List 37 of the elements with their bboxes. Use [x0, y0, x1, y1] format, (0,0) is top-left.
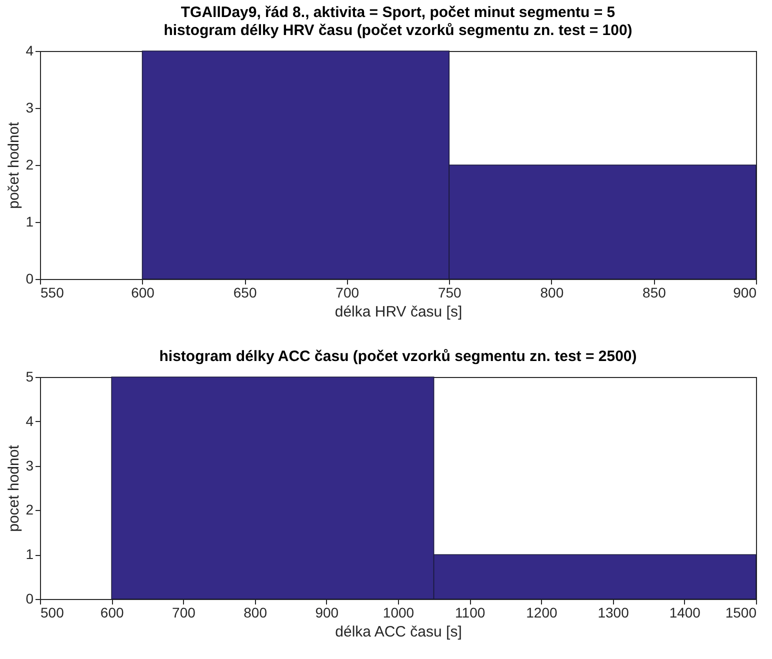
x-tick-label: 1200: [526, 604, 558, 620]
x-tick-label: 1300: [598, 604, 630, 620]
y-tick-label: 2: [26, 156, 34, 172]
x-tick-label: 550: [40, 284, 64, 300]
x-tick-label: 600: [100, 604, 124, 620]
x-tick-label: 1100: [455, 604, 486, 620]
x-tick-label: 900: [315, 604, 339, 620]
x-tick-label: 900: [733, 284, 757, 300]
y-axis-title: počet hodnot: [6, 121, 23, 209]
y-tick-label: 5: [26, 368, 34, 384]
x-tick-label: 1000: [382, 604, 414, 620]
x-tick-label: 1400: [669, 604, 701, 620]
y-tick-label: 3: [26, 100, 34, 116]
y-axis-title: pocet hodnot: [6, 444, 23, 532]
x-tick-label: 700: [336, 284, 360, 300]
chart-title: TGAllDay9, řád 8., aktivita = Sport, počet minut segmentu = 5: [180, 4, 616, 21]
x-axis-title: délka ACC času [s]: [335, 624, 462, 640]
y-tick-label: 1: [26, 546, 34, 562]
y-tick-label: 2: [26, 502, 34, 518]
x-tick-label: 750: [438, 284, 462, 300]
y-tick-label: 3: [26, 457, 34, 474]
y-tick-label: 0: [26, 590, 34, 606]
x-tick-label: 1500: [725, 604, 757, 620]
y-tick-label: 1: [26, 214, 34, 230]
x-tick-label: 650: [233, 284, 257, 300]
x-tick-label: 500: [40, 604, 64, 620]
x-tick-label: 850: [642, 284, 666, 300]
y-tick-label: 4: [26, 412, 34, 429]
x-tick-label: 600: [131, 284, 155, 300]
x-tick-label: 800: [540, 284, 564, 300]
x-axis-title: délka HRV času [s]: [334, 304, 462, 320]
x-tick-label: 700: [172, 604, 196, 620]
chart-title: histogram délky ACC času (počet vzorků segmentu zn. test = 2500): [159, 348, 637, 365]
x-tick-label: 800: [244, 604, 268, 620]
y-tick-label: 4: [26, 42, 34, 58]
chart-subtitle: histogram délky HRV času (počet vzorků segmentu zn. test = 100): [164, 22, 632, 39]
y-tick-label: 0: [26, 270, 34, 286]
